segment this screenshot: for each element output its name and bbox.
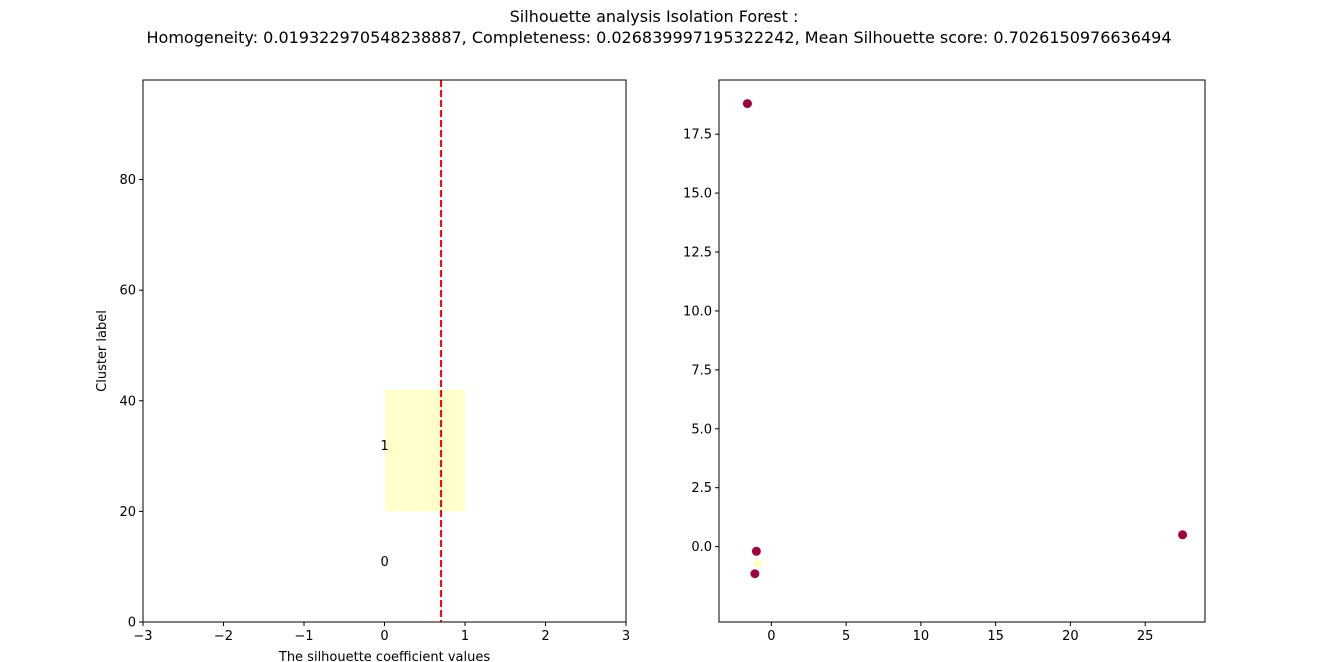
cluster-scatter-plot: 0 5 10 15 20 25 0.0 2.5 5.0 7.5 10.0 12.5 15.0 17.5 xyxy=(683,79,1206,644)
y-tick-label: 15.0 xyxy=(683,187,712,202)
cluster-label: 1 xyxy=(381,439,389,454)
x-tick-label: −2 xyxy=(214,629,233,644)
y-tick-label: 7.5 xyxy=(691,363,712,378)
x-tick-label: 0 xyxy=(767,629,775,644)
y-tick-label: 20 xyxy=(119,505,136,520)
y-tick-label: 40 xyxy=(119,394,136,409)
y-tick-label: 0.0 xyxy=(691,540,712,555)
x-tick-label: 10 xyxy=(913,629,930,644)
x-tick-label: 3 xyxy=(622,629,630,644)
axes-frame xyxy=(718,79,1206,623)
x-axis-label: The silhouette coefficient values xyxy=(278,650,490,662)
x-tick-label: −3 xyxy=(133,629,152,644)
y-tick-label: 60 xyxy=(119,284,136,299)
x-tick-label: 0 xyxy=(380,629,388,644)
y-tick-label: 17.5 xyxy=(683,128,712,143)
scatter-point xyxy=(753,558,763,568)
x-tick-label: 25 xyxy=(1137,629,1154,644)
figure-title-line1: Silhouette analysis Isolation Forest : xyxy=(510,7,799,26)
figure-title-line2: Homogeneity: 0.019322970548238887, Compl… xyxy=(147,28,1172,47)
x-tick-label: 2 xyxy=(541,629,549,644)
scatter-point xyxy=(1178,530,1188,540)
silhouette-plot: −3 −2 −1 0 1 2 3 0 20 40 60 80 0 1 The silhouette coef… xyxy=(95,79,630,662)
y-tick-label: 80 xyxy=(119,173,136,188)
scatter-point xyxy=(742,99,752,109)
axes-frame xyxy=(142,79,627,623)
cluster-label: 0 xyxy=(381,555,389,570)
y-tick-label: 5.0 xyxy=(691,422,712,437)
x-tick-label: −1 xyxy=(294,629,313,644)
silhouette-cluster-fill xyxy=(384,389,465,512)
y-tick-label: 12.5 xyxy=(683,246,712,261)
y-tick-label: 10.0 xyxy=(683,304,712,319)
x-tick-label: 1 xyxy=(461,629,469,644)
y-tick-label: 0 xyxy=(128,616,136,631)
scatter-point xyxy=(751,546,761,556)
x-tick-label: 15 xyxy=(987,629,1004,644)
x-tick-label: 20 xyxy=(1062,629,1079,644)
y-axis-label: Cluster label xyxy=(95,310,110,392)
scatter-point xyxy=(750,569,760,579)
y-tick-label: 2.5 xyxy=(691,481,712,496)
x-tick-label: 5 xyxy=(842,629,850,644)
